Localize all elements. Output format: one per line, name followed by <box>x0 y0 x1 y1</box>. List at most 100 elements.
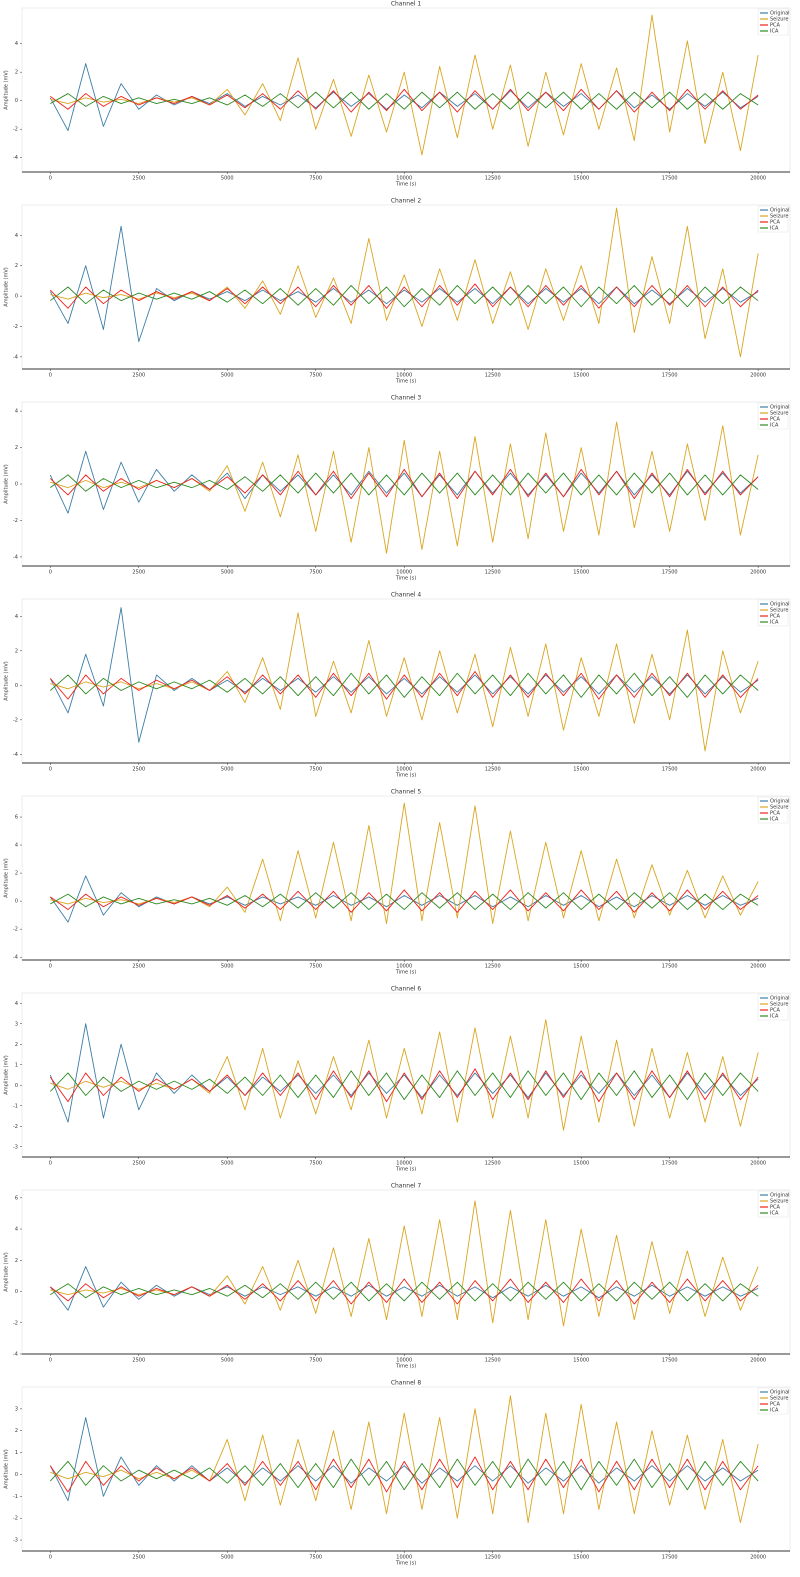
series-line <box>49 225 759 343</box>
legend-label: ICA <box>770 1408 779 1414</box>
series-line <box>49 1417 759 1502</box>
y-tick-label: 0 <box>15 899 18 905</box>
x-axis-label: Time (s) <box>395 773 416 779</box>
x-tick-label: 17500 <box>662 373 678 379</box>
x-tick-label: 5000 <box>221 1161 234 1167</box>
y-tick-label: 6 <box>15 815 18 821</box>
x-tick-label: 10000 <box>396 1358 412 1364</box>
y-tick-label: 4 <box>15 843 18 849</box>
y-tick-label: 4 <box>15 233 18 239</box>
chart-title: Channel 4 <box>391 592 422 599</box>
legend-label: PCA <box>770 1402 781 1408</box>
x-tick-label: 20000 <box>750 767 766 773</box>
x-tick-label: 2500 <box>132 964 145 970</box>
x-tick-label: 15000 <box>573 1555 589 1561</box>
x-tick-label: 12500 <box>485 767 501 773</box>
series-line <box>50 468 759 500</box>
x-tick-label: 10000 <box>396 373 412 379</box>
subplot: Channel 4 0 2500 5000 7500 10000 12500 15000 175… <box>4 592 791 779</box>
y-tick-label: 2 <box>15 1042 18 1048</box>
legend-label: ICA <box>770 423 779 429</box>
y-tick-label: -3 <box>13 1538 18 1544</box>
x-tick-label: 15000 <box>573 373 589 379</box>
x-tick-label: 12500 <box>485 570 501 576</box>
x-tick-label: 2500 <box>132 570 145 576</box>
x-tick-label: 5000 <box>221 964 234 970</box>
series-line <box>50 88 759 113</box>
x-tick-label: 15000 <box>573 767 589 773</box>
x-tick-label: 20000 <box>750 964 766 970</box>
subplot: Channel 8 0 2500 5000 7500 10000 12500 15000 175… <box>4 1380 791 1567</box>
series-line <box>49 450 759 514</box>
legend-label: PCA <box>770 220 781 226</box>
x-tick-label: 2500 <box>132 1555 145 1561</box>
x-tick-label: 5000 <box>221 1358 234 1364</box>
y-tick-label: -3 <box>13 1144 18 1150</box>
series-line <box>49 1456 759 1493</box>
series-line <box>50 802 759 925</box>
x-tick-label: 15000 <box>573 176 589 182</box>
y-tick-label: 4 <box>15 614 18 620</box>
x-tick-label: 10000 <box>396 176 412 182</box>
x-tick-label: 12500 <box>485 1358 501 1364</box>
series-line <box>49 875 759 923</box>
x-tick-label: 0 <box>49 1161 52 1167</box>
y-axis-label: Amplitude (mV) <box>4 1449 10 1488</box>
legend-label: ICA <box>770 29 779 35</box>
y-tick-label: 3 <box>15 1021 18 1027</box>
legend-label: Seizure <box>770 608 788 614</box>
x-tick-label: 5000 <box>221 767 234 773</box>
series-line <box>49 1023 759 1123</box>
x-axis-label: Time (s) <box>395 379 416 385</box>
x-tick-label: 17500 <box>662 1358 678 1364</box>
y-tick-label: 2 <box>15 70 18 76</box>
legend-label: ICA <box>770 226 779 232</box>
legend-label: PCA <box>770 1008 781 1014</box>
x-tick-label: 0 <box>49 176 52 182</box>
x-tick-label: 15000 <box>573 964 589 970</box>
y-axis-label: Amplitude (mV) <box>4 70 10 109</box>
x-tick-label: 15000 <box>573 570 589 576</box>
chart-title: Channel 6 <box>391 986 422 993</box>
x-tick-label: 0 <box>49 570 52 576</box>
y-tick-label: 4 <box>15 41 18 47</box>
legend-label: PCA <box>770 614 781 620</box>
x-tick-label: 2500 <box>132 373 145 379</box>
y-tick-label: 0 <box>15 1472 18 1478</box>
y-tick-label: 2 <box>15 263 18 269</box>
series-line <box>49 283 759 309</box>
chart-title: Channel 8 <box>391 1380 422 1387</box>
series-line <box>50 1200 759 1327</box>
x-tick-label: 12500 <box>485 1161 501 1167</box>
y-tick-label: -2 <box>13 1320 18 1326</box>
series-line <box>50 1278 759 1305</box>
series-line <box>50 892 759 910</box>
x-tick-label: 2500 <box>132 176 145 182</box>
legend-label: ICA <box>770 817 779 823</box>
series-line <box>50 91 759 110</box>
x-tick-label: 20000 <box>750 1358 766 1364</box>
x-tick-label: 0 <box>49 964 52 970</box>
series-line <box>49 1458 759 1491</box>
y-tick-label: 3 <box>15 1406 18 1412</box>
x-tick-label: 17500 <box>662 767 678 773</box>
x-tick-label: 10000 <box>396 767 412 773</box>
x-tick-label: 17500 <box>662 1161 678 1167</box>
legend-label: Original <box>770 996 790 1002</box>
chart-title: Channel 7 <box>391 1183 422 1190</box>
series-line <box>49 671 759 700</box>
series-line <box>50 472 759 496</box>
x-tick-label: 20000 <box>750 373 766 379</box>
y-tick-label: 0 <box>15 683 18 689</box>
y-tick-label: -4 <box>13 955 18 961</box>
series-line <box>50 14 759 156</box>
legend-label: Original <box>770 799 790 805</box>
x-tick-label: 12500 <box>485 964 501 970</box>
series-line <box>50 285 759 308</box>
y-tick-label: -2 <box>13 1516 18 1522</box>
y-tick-label: -1 <box>13 1103 18 1109</box>
x-tick-label: 0 <box>49 373 52 379</box>
y-tick-label: 1 <box>15 1450 18 1456</box>
series-line <box>49 607 759 743</box>
y-tick-label: 2 <box>15 1428 18 1434</box>
